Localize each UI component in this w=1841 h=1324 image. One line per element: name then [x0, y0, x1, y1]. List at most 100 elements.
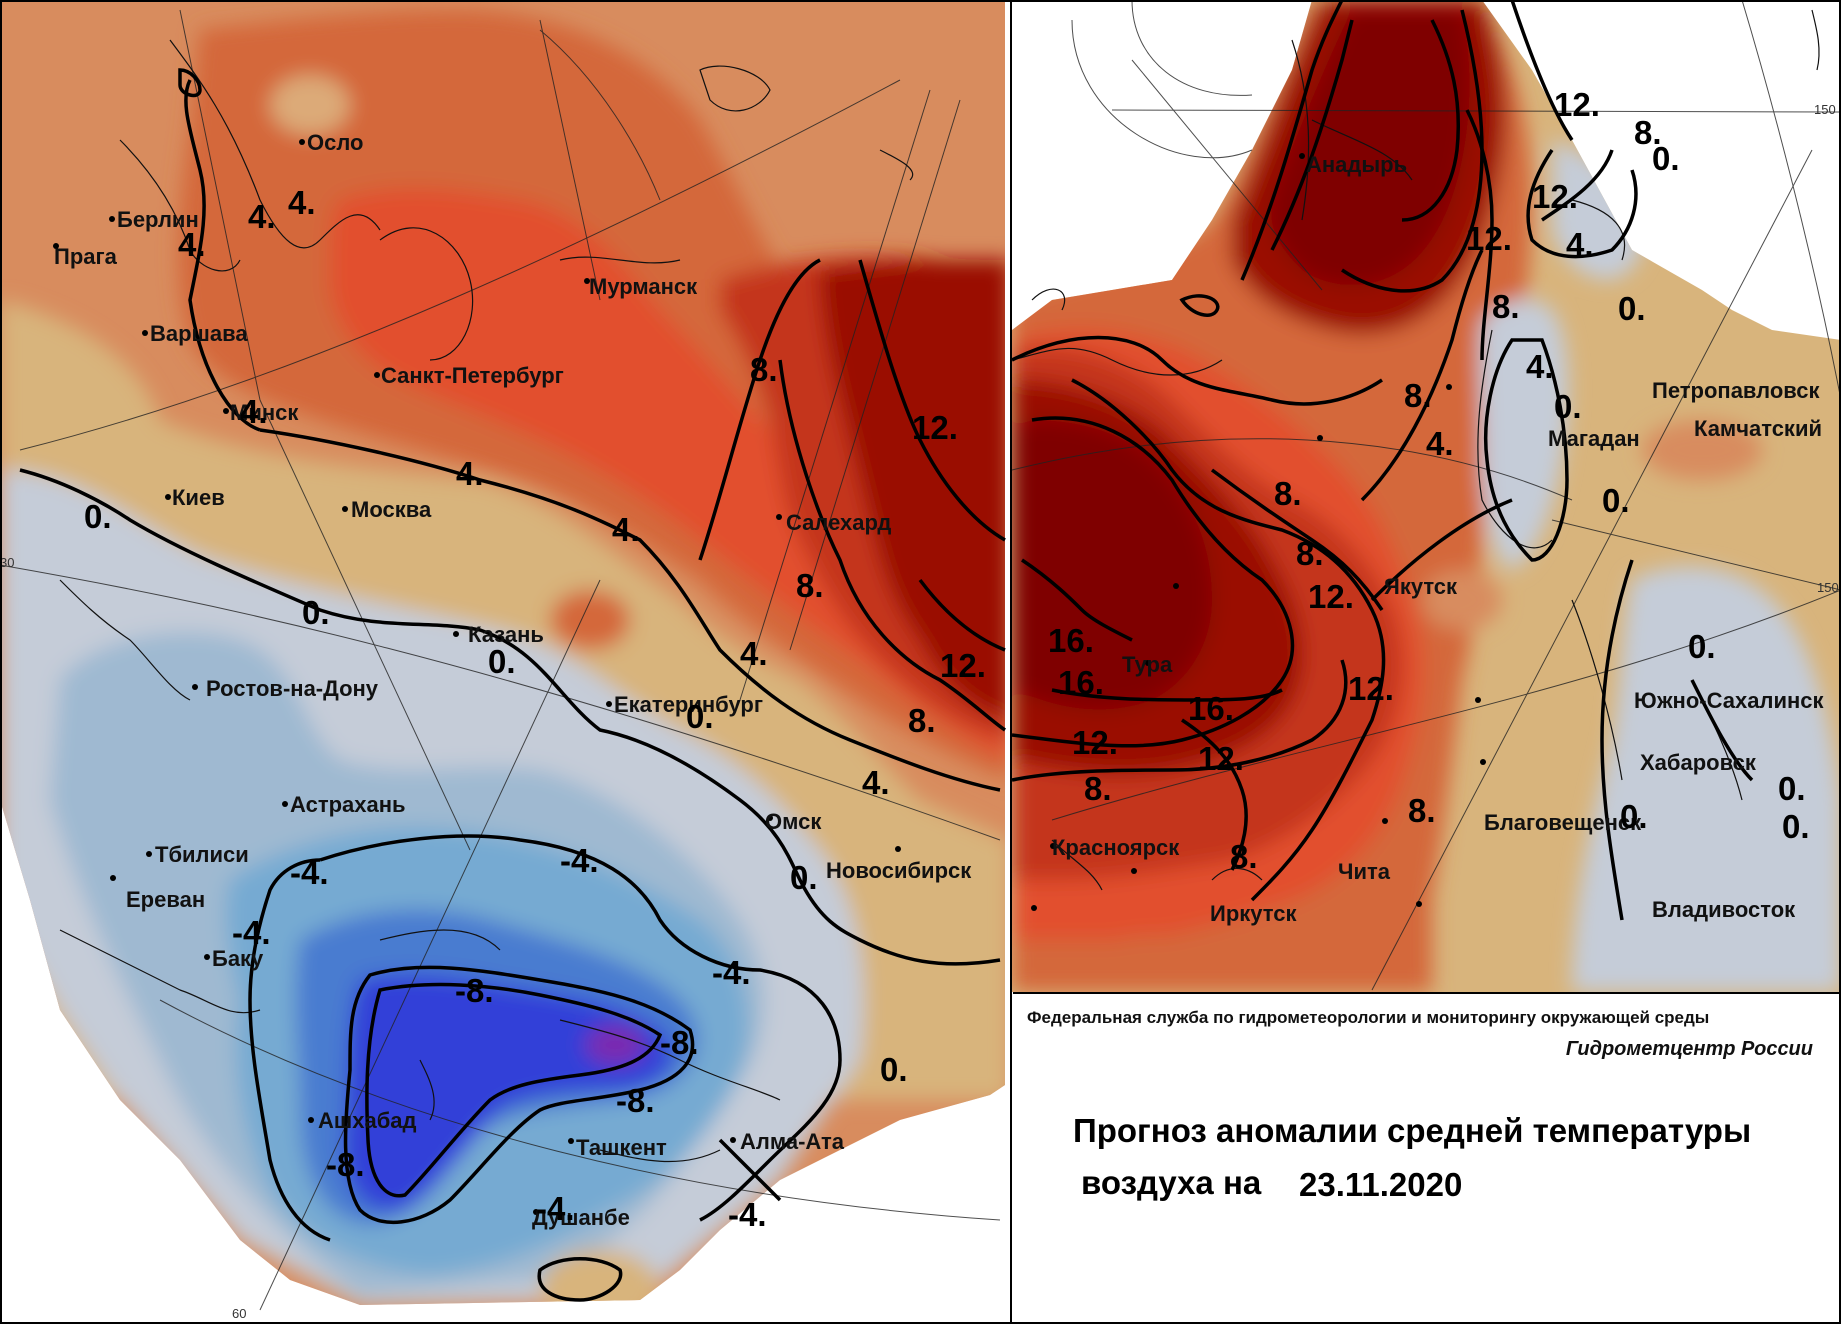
iso-label: -8. [326, 1146, 365, 1183]
fill-plus6 [330, 188, 1005, 760]
city-yuzhno-sakhalinsk: Южно-Сахалинск [1634, 688, 1824, 713]
iso-label: -4. [290, 854, 329, 891]
city-kazan: Казань [468, 622, 544, 647]
fill-minus8 [344, 974, 672, 1211]
grid-label-30: 30 [0, 555, 14, 570]
city-yekaterinburg: Екатеринбург [614, 692, 763, 717]
iso-label: 8. [750, 351, 778, 388]
isolines [19, 68, 1006, 1302]
iso-label: 0. [790, 859, 818, 896]
fill-plus2-spot [1642, 420, 1762, 480]
fill-plus4-spot [1092, 935, 1212, 985]
city-berlin: Берлин [117, 207, 199, 232]
iso-label: 8. [1634, 114, 1662, 151]
iso-label: 8. [1296, 535, 1324, 572]
coastlines [59, 39, 914, 1163]
fill-plus16 [1012, 420, 1212, 710]
fill-plus1-spot [270, 75, 350, 135]
iso-label: 4. [456, 455, 484, 492]
isoline-labels: 12. 8. 0. 12. 12. 4. 8. 0. 4. 8. 0. 4. 0… [1048, 86, 1810, 875]
iso-label: 4. [612, 511, 640, 548]
city-anadyr: Анадырь [1306, 152, 1407, 177]
city-tbilisi: Тбилиси [155, 842, 249, 867]
grid-label-150-top: 150 [1814, 102, 1836, 117]
iso-label: -4. [536, 1190, 575, 1227]
right-map-frame [1010, 0, 1841, 1324]
forecast-title-line2: воздуха на [1081, 1164, 1262, 1201]
iso-label: 12. [1466, 220, 1512, 257]
iso-label: 8. [908, 702, 936, 739]
left-anomaly-map: 30 60 [0, 0, 1006, 1321]
iso-label: 12. [1348, 670, 1394, 707]
iso-label: -4. [560, 842, 599, 879]
graticule [0, 9, 1001, 1311]
iso-label: 0. [302, 594, 330, 631]
city-krasnoyarsk: Красноярск [1052, 835, 1180, 860]
iso-label: 16. [1058, 664, 1104, 701]
city-kamchatsky: Камчатский [1694, 416, 1822, 441]
iso-label: 4. [288, 184, 316, 221]
iso-label: -8. [660, 1024, 699, 1061]
iso-label: 0. [1688, 628, 1716, 665]
iso-label: 8. [1492, 288, 1520, 325]
city-omsk: Омск [765, 809, 822, 834]
city-warsaw: Варшава [150, 321, 248, 346]
iso-label: 4. [862, 764, 890, 801]
iso-label: 16. [1048, 622, 1094, 659]
city-yerevan: Ереван [126, 887, 205, 912]
iso-label: 4. [178, 226, 206, 263]
iso-label: 0. [1782, 808, 1810, 845]
iso-label: 8. [1230, 838, 1258, 875]
iso-label: -8. [455, 972, 494, 1009]
fill-minus10 [585, 1025, 645, 1065]
city-novosibirsk: Новосибирск [826, 858, 972, 883]
city-yakutsk: Якутск [1384, 574, 1458, 599]
right-anomaly-map: 150 150 [1012, 0, 1841, 992]
city-magadan: Магадан [1548, 426, 1640, 451]
iso-label: 0. [1618, 290, 1646, 327]
iso-label: 0. [488, 643, 516, 680]
iso-label: 0. [1554, 388, 1582, 425]
city-dushanbe: Душанбе [532, 1205, 630, 1230]
fill-plus12 [820, 260, 1005, 720]
fill-minus1-sakhalin [1572, 566, 1841, 992]
city-saint-petersburg: Санкт-Петербург [381, 363, 564, 388]
iso-label: 4. [1426, 425, 1454, 462]
iso-label: 12. [1308, 578, 1354, 615]
fill-plus4-spot [550, 590, 630, 650]
iso-label: -4. [232, 914, 271, 951]
iso-label: 4. [240, 393, 268, 430]
iso-label: 0. [1620, 798, 1648, 835]
city-dots [53, 139, 901, 1215]
city-tura: Тура [1122, 652, 1173, 677]
iso-label: 12. [1198, 740, 1244, 777]
city-minsk: Минск [230, 400, 299, 425]
forecast-date: 23.11.2020 [1299, 1166, 1463, 1203]
iso-label: 0. [686, 698, 714, 735]
city-astrakhan: Астрахань [290, 792, 406, 817]
city-prague: Прага [54, 244, 118, 269]
city-chita: Чита [1338, 859, 1391, 884]
iso-label: 12. [1532, 178, 1578, 215]
iso-label: -4. [728, 1196, 767, 1233]
iso-label: 0. [1652, 140, 1680, 177]
iso-label: 12. [1072, 724, 1118, 761]
agency-name: Федеральная служба по гидрометеорологии … [1027, 1008, 1710, 1027]
iso-label: 0. [1602, 482, 1630, 519]
iso-label: 8. [1274, 475, 1302, 512]
iso-label: 4. [1526, 348, 1554, 385]
city-salekhard: Салехард [786, 510, 891, 535]
iso-label: 0. [84, 498, 112, 535]
city-tashkent: Ташкент [576, 1135, 667, 1160]
city-murmansk: Мурманск [589, 274, 698, 299]
fill-plus2-spot2 [1422, 570, 1502, 630]
city-kiev: Киев [172, 485, 225, 510]
iso-label: 8. [1408, 792, 1436, 829]
fill-minus1-east [1552, 140, 1643, 280]
grid-label-150-right: 150 [1817, 580, 1839, 595]
iso-label: 4. [1566, 226, 1594, 263]
city-almaty: Алма-Ата [740, 1129, 845, 1154]
iso-label: 16. [1188, 690, 1234, 727]
iso-label: -8. [616, 1082, 655, 1119]
city-oslo: Осло [307, 130, 363, 155]
